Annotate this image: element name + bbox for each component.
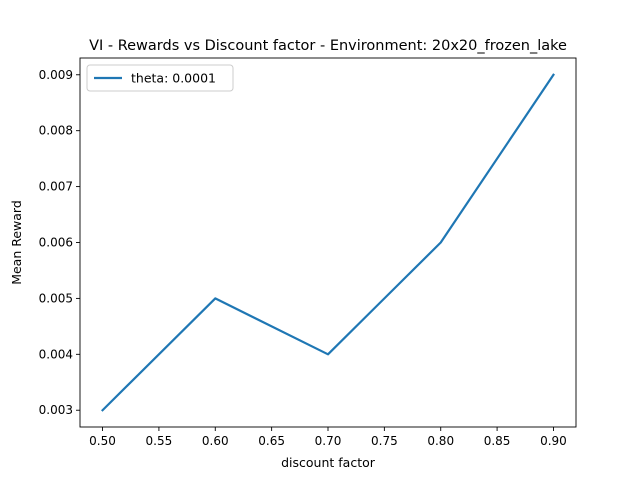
x-tick-label: 0.90 [540, 434, 567, 448]
x-tick-label: 0.85 [484, 434, 511, 448]
y-tick-label: 0.009 [39, 68, 73, 82]
x-tick-label: 0.75 [371, 434, 398, 448]
y-tick-label: 0.005 [39, 291, 73, 305]
x-tick-label: 0.80 [427, 434, 454, 448]
y-axis-label: Mean Reward [9, 200, 24, 285]
chart-title: VI - Rewards vs Discount factor - Enviro… [89, 38, 567, 54]
x-axis: 0.50 0.55 0.60 0.65 0.70 0.75 0.80 0.85 0.90 [89, 427, 567, 448]
x-tick-label: 0.60 [202, 434, 229, 448]
x-tick-label: 0.50 [89, 434, 116, 448]
y-tick-label: 0.003 [39, 403, 73, 417]
series-line [100, 73, 555, 412]
x-tick-label: 0.65 [258, 434, 285, 448]
y-tick-label: 0.007 [39, 180, 73, 194]
legend-box [86, 64, 234, 92]
y-axis: 0.003 0.004 0.005 0.006 0.007 0.008 0.009 [39, 68, 80, 417]
legend: theta: 0.0001 [86, 64, 234, 92]
x-axis-label: discount factor [281, 455, 376, 470]
y-tick-label: 0.004 [39, 347, 73, 361]
y-tick-label: 0.008 [39, 124, 73, 138]
y-tick-label: 0.006 [39, 236, 73, 250]
x-tick-label: 0.70 [315, 434, 342, 448]
x-tick-label: 0.55 [146, 434, 173, 448]
series-layer [100, 73, 555, 412]
legend-label: theta: 0.0001 [131, 71, 216, 86]
